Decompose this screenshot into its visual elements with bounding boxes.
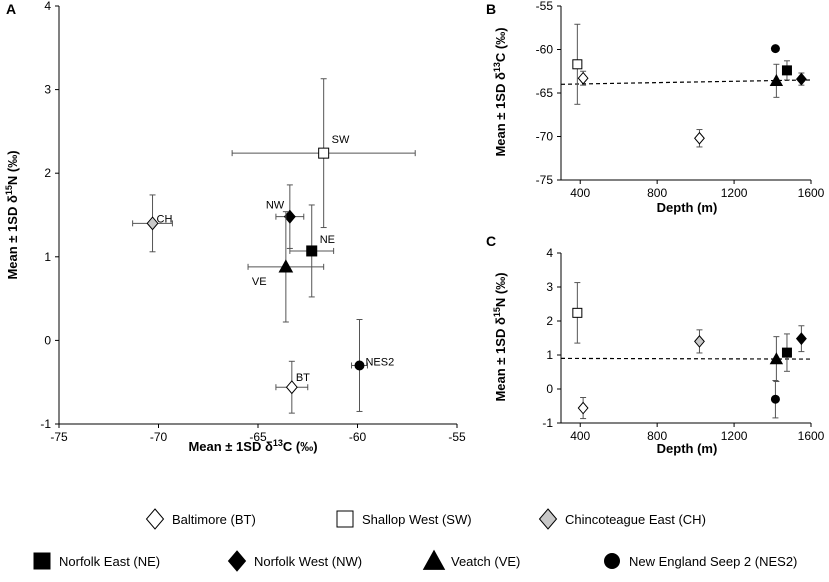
panel-b: B -55 -60 -65 -70 -75 400 800 1200 1600 Depth (m… xyxy=(486,0,825,215)
panel-a-point-nes2 xyxy=(354,360,365,371)
panel-c-x-tick-label: 400 xyxy=(570,429,590,443)
legend-item: Chincoteague East (CH) xyxy=(538,508,706,530)
panel-a-x-axis-label: Mean ± 1SD δ13C (‰) xyxy=(188,438,317,454)
panel-c-point-bt xyxy=(577,401,589,415)
panel-b-point-ve xyxy=(769,73,784,86)
panel-c-x-tick-label: 1600 xyxy=(798,429,825,443)
panel-a-point-ch xyxy=(146,216,159,231)
panel-a-x-tick-label: -55 xyxy=(448,430,466,444)
legend-marker xyxy=(422,549,446,570)
panel-c-letter: C xyxy=(486,233,496,249)
panel-a-point-label: NW xyxy=(266,200,285,212)
panel-c-point-ch xyxy=(694,335,705,348)
panel-c-y-tick-label: 1 xyxy=(546,348,553,362)
legend-label: Norfolk West (NW) xyxy=(254,554,362,569)
panel-a-x-tick-label: -60 xyxy=(349,430,367,444)
panel-a-point-label: NES2 xyxy=(365,356,394,368)
legend-item: Norfolk West (NW) xyxy=(227,550,362,572)
legend-label: New England Seep 2 (NES2) xyxy=(629,554,797,569)
panel-c-y-tick-label: -1 xyxy=(542,416,553,430)
panel-a-point-ne xyxy=(306,245,318,257)
legend-label: Norfolk East (NE) xyxy=(59,554,160,569)
panel-b-point-ch xyxy=(694,131,705,145)
panel-a-letter: A xyxy=(6,1,16,17)
panel-b-letter: B xyxy=(486,1,496,17)
panel-c-y-tick-label: 0 xyxy=(546,382,553,396)
legend-item: New England Seep 2 (NES2) xyxy=(604,553,797,569)
panel-c-point-nw xyxy=(795,332,807,346)
legend: Baltimore (BT) Shallop West (SW) Chincotea… xyxy=(33,508,797,572)
panel-a-y-tick-label: -1 xyxy=(40,417,51,431)
panel-b-x-tick-label: 400 xyxy=(570,186,590,200)
legend-label: Veatch (VE) xyxy=(451,554,520,569)
panel-c-point-ve xyxy=(769,352,784,365)
panel-c-x-axis-label: Depth (m) xyxy=(657,441,718,456)
panel-b-x-tick-label: 800 xyxy=(647,186,667,200)
panel-b-y-tick-label: -70 xyxy=(536,130,554,144)
panel-a-y-tick-label: 0 xyxy=(44,333,51,347)
panel-c-x-tick-label: 1200 xyxy=(721,429,748,443)
panel-b-y-tick-label: -60 xyxy=(536,43,554,57)
panel-c-point-ne xyxy=(781,347,792,358)
legend-label: Chincoteague East (CH) xyxy=(565,512,706,527)
panel-a-y-axis-label: Mean ± 1SD δ15N (‰) xyxy=(4,150,20,279)
panel-a-point-sw xyxy=(318,147,330,159)
panel-b-y-tick-label: -75 xyxy=(536,173,554,187)
panel-c-x-tick-label: 800 xyxy=(647,429,667,443)
panel-b-point-sw xyxy=(572,59,583,70)
panel-a: A -1 0 1 2 3 4 -75 -70 -65 -60 -55 SW CH NW NE VE NES2 B… xyxy=(4,0,466,454)
panel-a-x-tick-label: -70 xyxy=(150,430,168,444)
panel-b-y-tick-label: -55 xyxy=(536,0,554,13)
panel-b-y-axis-label: Mean ± 1SD δ13C (‰) xyxy=(492,27,508,156)
legend-marker xyxy=(227,550,247,572)
panel-a-y-tick-label: 2 xyxy=(44,166,51,180)
panel-a-y-tick-label: 1 xyxy=(44,250,51,264)
panel-b-y-tick-label: -65 xyxy=(536,86,554,100)
panel-b-x-tick-label: 1600 xyxy=(798,186,825,200)
panel-b-x-axis-label: Depth (m) xyxy=(657,200,718,215)
panel-a-y-tick-label: 3 xyxy=(44,83,51,97)
panel-c-y-axis-label: Mean ± 1SD δ15N (‰) xyxy=(492,272,508,401)
legend-item: Veatch (VE) xyxy=(422,549,520,570)
panel-a-point-label: VE xyxy=(252,276,267,288)
panel-c-point-sw xyxy=(572,307,583,318)
panel-a-point-bt xyxy=(285,380,298,395)
panel-c-y-tick-label: 3 xyxy=(546,280,553,294)
legend-marker xyxy=(336,510,354,528)
legend-label: Shallop West (SW) xyxy=(362,512,472,527)
panel-b-point-nes2 xyxy=(770,44,780,54)
legend-marker xyxy=(145,508,165,530)
panel-c: C -1 0 1 2 3 4 400 800 1200 1600 Depth (m) Mean ±… xyxy=(486,233,825,456)
panel-b-point-ne xyxy=(781,65,792,76)
legend-marker xyxy=(538,508,558,530)
panel-a-y-tick-label: 4 xyxy=(44,0,51,13)
panel-b-point-nw xyxy=(795,72,807,86)
panel-a-point-label: CH xyxy=(157,213,173,225)
panel-a-point-label: SW xyxy=(332,134,350,146)
panel-c-point-nes2 xyxy=(770,394,780,404)
panel-a-point-label: NE xyxy=(320,234,335,246)
panel-c-y-tick-label: 4 xyxy=(546,246,553,260)
panel-c-y-tick-label: 2 xyxy=(546,314,553,328)
panel-b-x-tick-label: 1200 xyxy=(721,186,748,200)
legend-item: Shallop West (SW) xyxy=(336,510,472,528)
panel-a-point-label: BT xyxy=(296,372,310,384)
legend-item: Baltimore (BT) xyxy=(145,508,256,530)
legend-marker xyxy=(604,553,620,569)
legend-marker xyxy=(33,552,51,570)
panel-a-point-ve xyxy=(278,259,294,273)
panel-b-point-bt xyxy=(577,71,589,85)
panel-a-x-tick-label: -75 xyxy=(50,430,68,444)
panel-a-x-tick-label: -65 xyxy=(249,430,267,444)
legend-item: Norfolk East (NE) xyxy=(33,552,160,570)
legend-label: Baltimore (BT) xyxy=(172,512,256,527)
